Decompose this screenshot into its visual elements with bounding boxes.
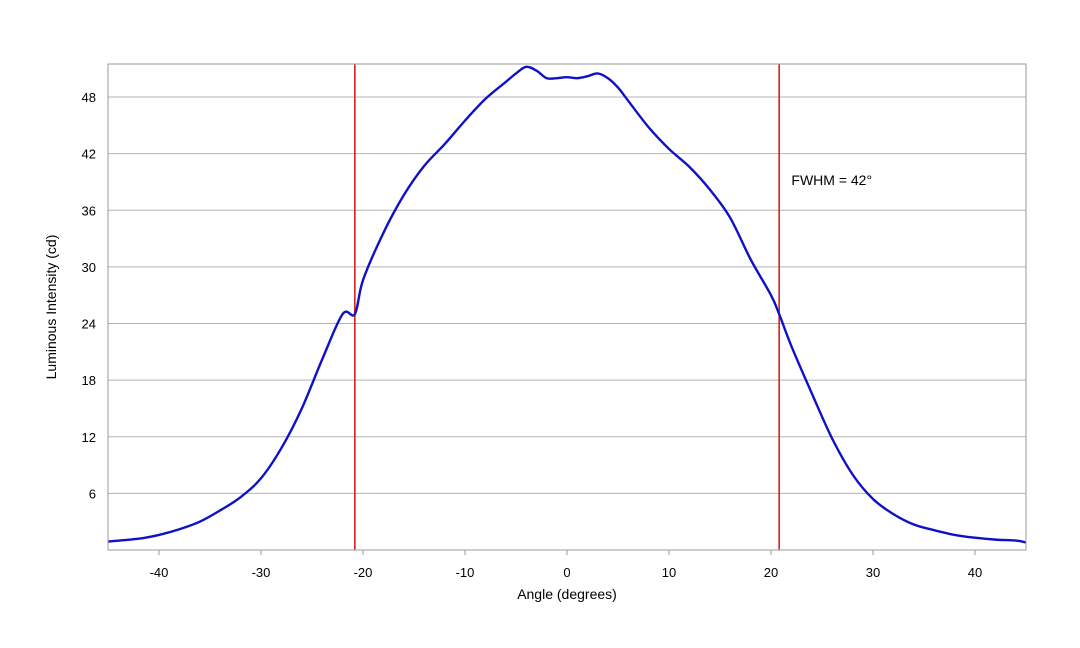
- fwhm-annotation: FWHM = 42°: [791, 172, 872, 188]
- x-tick-label: -40: [150, 565, 169, 580]
- x-tick-label: -20: [354, 565, 373, 580]
- x-tick-label: -10: [456, 565, 475, 580]
- intensity-series-line: [107, 65, 1027, 544]
- grid-lines: [108, 96, 1026, 494]
- y-tick-label: 48: [82, 90, 96, 105]
- x-axis-ticks: -40 -30 -20 -10 0 10 20 30 40: [150, 550, 982, 580]
- x-tick-label: 40: [968, 565, 982, 580]
- annotations: FWHM = 42°: [791, 172, 872, 188]
- x-tick-label: -30: [252, 565, 271, 580]
- y-tick-label: 24: [82, 317, 96, 332]
- x-tick-label: 0: [563, 565, 570, 580]
- y-tick-label: 12: [82, 430, 96, 445]
- x-tick-label: 10: [662, 565, 676, 580]
- y-tick-label: 30: [82, 260, 96, 275]
- x-axis-label: Angle (degrees): [517, 586, 617, 602]
- y-axis-label: Luminous Intensity (cd): [43, 235, 59, 380]
- y-tick-label: 36: [82, 203, 96, 218]
- y-tick-label: 42: [82, 147, 96, 162]
- x-tick-label: 30: [866, 565, 880, 580]
- x-tick-label: 20: [764, 565, 778, 580]
- plot-frame: [107, 63, 1027, 551]
- fwhm-markers: [354, 64, 780, 550]
- y-tick-label: 6: [89, 486, 96, 501]
- y-tick-label: 18: [82, 373, 96, 388]
- y-axis-ticks: 6 12 18 24 30 36 42 48: [82, 90, 96, 501]
- series-layer: [107, 65, 1027, 544]
